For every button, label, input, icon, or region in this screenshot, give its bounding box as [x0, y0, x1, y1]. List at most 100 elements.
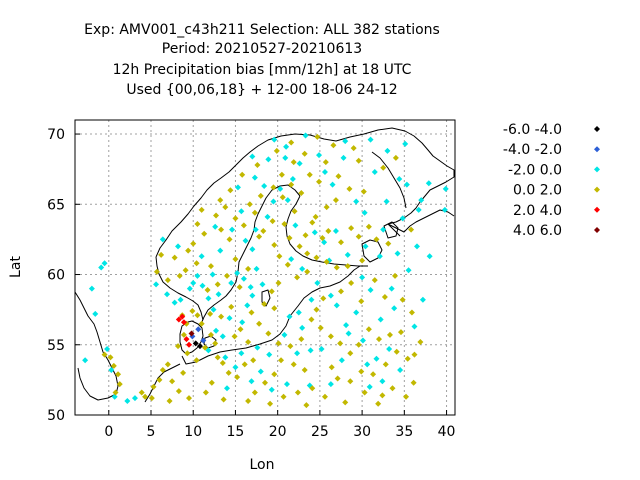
station-point [101, 260, 108, 267]
station-point [264, 213, 271, 220]
station-point [153, 281, 160, 288]
station-point [208, 379, 215, 386]
station-point [186, 285, 193, 292]
station-point [347, 378, 354, 385]
station-point [355, 233, 362, 240]
station-point [415, 206, 422, 213]
station-point [380, 226, 387, 233]
station-point [298, 336, 305, 343]
station-point [330, 142, 337, 149]
station-point [148, 395, 155, 402]
x-axis-label: Lon [250, 457, 275, 473]
station-point [183, 336, 190, 343]
station-point [226, 315, 233, 322]
station-point [426, 253, 433, 260]
legend-marker [594, 206, 600, 213]
station-point [228, 303, 235, 310]
station-point [232, 364, 239, 371]
station-point [175, 388, 182, 395]
station-point [283, 381, 290, 388]
station-point [286, 313, 293, 320]
station-point [361, 389, 368, 396]
station-point [234, 270, 241, 277]
station-point [296, 243, 303, 250]
station-point [288, 139, 295, 146]
station-point [200, 337, 207, 344]
station-point [207, 331, 214, 338]
station-point [251, 209, 258, 216]
station-point [313, 306, 320, 313]
legend-label: -6.0 -4.0 [503, 122, 562, 138]
station-point [296, 160, 303, 167]
station-point [327, 333, 334, 340]
station-point [242, 237, 249, 244]
station-point [291, 208, 298, 215]
plot-frame [74, 119, 456, 416]
station-point [142, 393, 149, 400]
station-point [282, 154, 289, 161]
station-point [298, 190, 305, 197]
station-point [159, 236, 166, 243]
station-point [362, 243, 369, 250]
station-point [304, 250, 311, 257]
station-point [359, 274, 366, 281]
station-point [383, 198, 390, 205]
station-point [301, 150, 308, 157]
station-point [290, 361, 297, 368]
station-point [279, 194, 286, 201]
station-point [408, 309, 415, 316]
station-point [353, 198, 360, 205]
station-point [92, 310, 99, 317]
axis-ticks: 0 5 10 15 20 25 30 35 40 50 55 60 65 70 [47, 127, 455, 440]
station-point [237, 326, 244, 333]
station-point [110, 362, 117, 369]
station-point [314, 133, 321, 140]
station-point [182, 267, 189, 274]
station-point [266, 351, 273, 358]
station-point [309, 385, 316, 392]
station-point [273, 147, 280, 154]
station-point [414, 243, 420, 250]
coastline-map [74, 127, 455, 403]
station-point [246, 201, 253, 208]
station-point [199, 282, 206, 289]
station-point [371, 168, 378, 175]
station-point [222, 204, 229, 211]
station-point [303, 402, 310, 409]
station-point [302, 132, 309, 139]
station-point [365, 326, 372, 333]
station-point [195, 326, 202, 333]
station-point [393, 348, 400, 355]
station-point [294, 389, 301, 396]
station-point [249, 246, 256, 253]
station-point [392, 154, 399, 161]
station-point [338, 357, 345, 364]
station-point [267, 400, 274, 407]
station-point [193, 260, 200, 267]
station-point [251, 389, 258, 396]
station-point [248, 309, 255, 316]
station-point [292, 222, 299, 229]
station-point [358, 298, 365, 305]
station-point [276, 253, 283, 260]
station-point [180, 331, 187, 338]
station-point [417, 338, 424, 345]
station-point [342, 399, 349, 406]
x-tick-label: 40 [438, 424, 456, 440]
station-point [321, 168, 328, 175]
title-line-2: Period: 20210527-20210613 [162, 41, 362, 57]
station-point [111, 393, 118, 400]
station-point [346, 185, 353, 192]
station-point [334, 375, 341, 382]
station-point [164, 277, 171, 284]
station-point [262, 379, 268, 386]
station-point [271, 242, 278, 249]
station-point [338, 239, 344, 246]
station-point [343, 322, 350, 329]
station-point [275, 340, 282, 347]
station-point [245, 265, 252, 272]
station-point [411, 323, 418, 330]
station-point [345, 330, 352, 337]
station-point [333, 264, 340, 271]
